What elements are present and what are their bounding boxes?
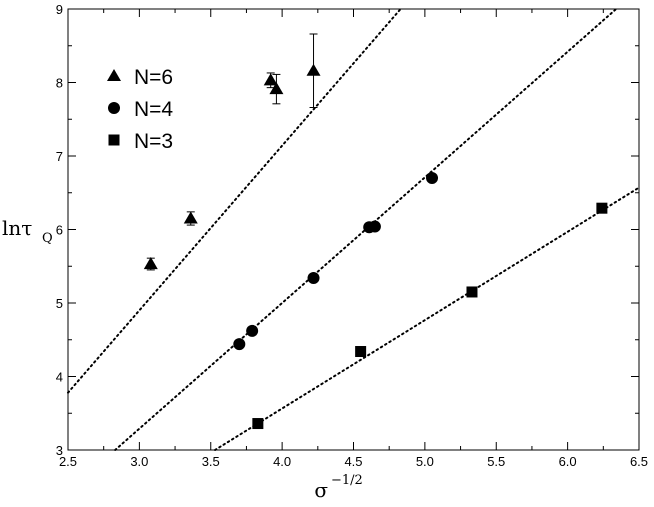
x-tick-label: 6.5 bbox=[630, 454, 648, 469]
axis-ticks: 2.5 3.0 3.5 4.0 4.5 5.0 5.5 6.0 6.5 3 4 5 6 7 8 9 bbox=[56, 2, 648, 469]
x-tick-label: 4.5 bbox=[344, 454, 362, 469]
legend: N=6 N=4 N=3 bbox=[107, 66, 173, 153]
x-axis-label: σ bbox=[314, 478, 328, 502]
point-n4 bbox=[368, 220, 381, 233]
x-tick-label: 3.0 bbox=[130, 454, 148, 469]
y-tick-label: 6 bbox=[56, 223, 63, 238]
legend-label-n3: N=3 bbox=[134, 130, 173, 153]
point-n6 bbox=[263, 73, 278, 86]
y-tick-label: 8 bbox=[56, 76, 63, 91]
x-tick-label: 2.5 bbox=[59, 454, 77, 469]
point-n6 bbox=[143, 257, 158, 270]
point-n4 bbox=[246, 324, 259, 337]
fit-line-n4 bbox=[114, 8, 618, 451]
y-tick-label: 7 bbox=[56, 149, 63, 164]
y-tick-label: 5 bbox=[56, 296, 63, 311]
legend-marker-n6 bbox=[107, 69, 121, 82]
point-n4 bbox=[426, 172, 439, 185]
x-tick-label: 6.0 bbox=[559, 454, 577, 469]
point-n4 bbox=[233, 338, 246, 351]
point-n6 bbox=[183, 211, 198, 224]
legend-label-n6: N=6 bbox=[134, 66, 173, 89]
legend-marker-n4 bbox=[108, 102, 120, 114]
y-tick-label: 9 bbox=[56, 2, 63, 17]
x-tick-label: 5.0 bbox=[416, 454, 434, 469]
y-tick-label: 3 bbox=[56, 443, 63, 458]
data-points bbox=[143, 63, 608, 430]
point-n3 bbox=[252, 418, 264, 430]
point-n6 bbox=[306, 63, 321, 76]
fit-line-n3 bbox=[214, 186, 640, 451]
point-n3 bbox=[596, 202, 608, 214]
fit-lines bbox=[67, 8, 640, 451]
y-axis-label-subscript: Q bbox=[42, 231, 53, 246]
fit-line-n6 bbox=[67, 8, 402, 394]
legend-marker-n3 bbox=[108, 134, 120, 146]
point-n4 bbox=[307, 272, 320, 285]
legend-label-n4: N=4 bbox=[134, 98, 173, 121]
y-tick-label: 4 bbox=[56, 370, 63, 385]
point-n3 bbox=[466, 286, 478, 298]
y-axis-label: lnτ bbox=[2, 216, 32, 240]
x-tick-label: 5.5 bbox=[487, 454, 505, 469]
x-axis-label-superscript: −1/2 bbox=[331, 473, 363, 488]
x-tick-label: 4.0 bbox=[273, 454, 291, 469]
point-n6 bbox=[269, 82, 284, 95]
x-tick-label: 3.5 bbox=[202, 454, 220, 469]
point-n3 bbox=[355, 346, 367, 358]
